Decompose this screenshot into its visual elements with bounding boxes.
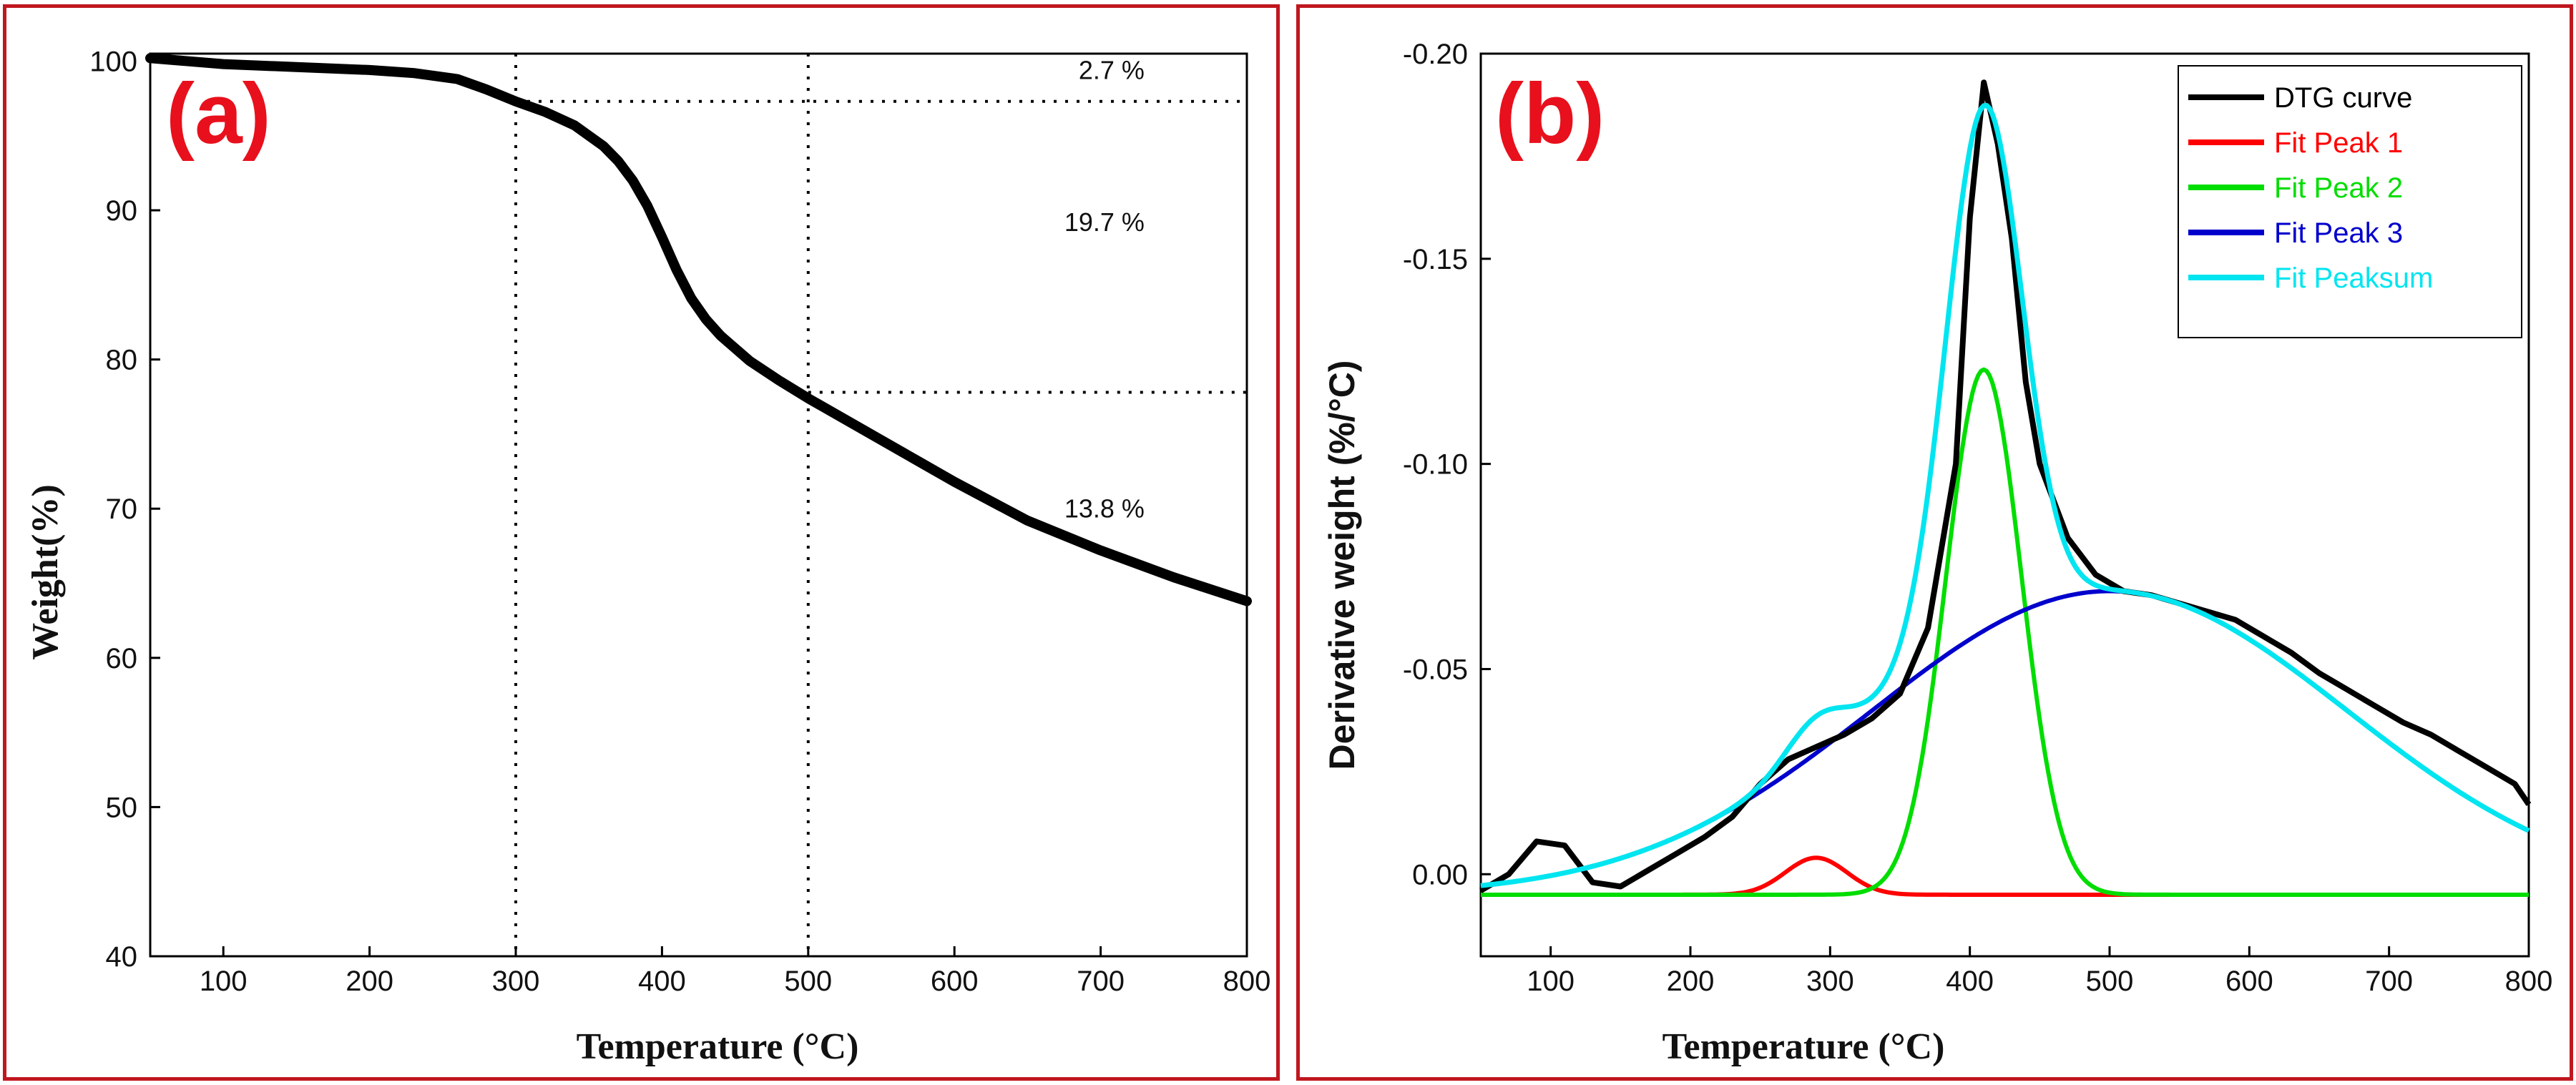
- panel-b-x-tick-label: 800: [2505, 966, 2553, 997]
- panel-a-y-tick-label: 80: [106, 345, 138, 376]
- panel-b-fit-peak-curve: [1480, 589, 2530, 888]
- panel-a-x-tick-label: 100: [200, 966, 248, 997]
- panel-a-x-tick-label: 800: [1223, 966, 1271, 997]
- panel-a-x-tick-label: 200: [346, 966, 393, 997]
- panel-b-y-tick-label: -0.05: [1403, 654, 1468, 685]
- panel-b-y-tick-label: -0.15: [1403, 244, 1468, 275]
- panel-b-x-tick-label: 700: [2365, 966, 2413, 997]
- panel-a-plot-border: [149, 52, 1248, 958]
- panel-a-annotation: 2.7 %: [1079, 55, 1145, 84]
- panel-b-legend-label: Fit Peak 1: [2274, 127, 2403, 159]
- panel-a-annotation: 13.8 %: [1064, 494, 1145, 524]
- panel-a-y-tick-label: 50: [106, 792, 138, 823]
- panel-b-legend-label: Fit Peaksum: [2274, 262, 2433, 294]
- panel-b-x-tick-label: 200: [1667, 966, 1715, 997]
- panel-a-y-tick-label: 100: [89, 46, 137, 77]
- panel-b-x-tick-label: 300: [1806, 966, 1854, 997]
- panel-b-x-tick-label: 600: [2225, 966, 2273, 997]
- panel-b-y-axis-title: Derivative weight (%/°C): [1322, 360, 1362, 770]
- panel-a-frame: [3, 4, 1280, 1081]
- panel-b-legend-box: [2178, 65, 2522, 338]
- panel-b-label: (b): [1495, 66, 1605, 162]
- panel-b-x-axis-title: Temperature (°C): [1662, 1026, 1945, 1067]
- panel-a-y-tick-label: 40: [106, 941, 138, 973]
- panel-b-y-tick-label: -0.10: [1403, 449, 1468, 481]
- panel-a-x-tick-label: 500: [784, 966, 832, 997]
- panel-b-fit-peak-curve: [1481, 367, 2529, 897]
- panel-a-x-tick-label: 400: [638, 966, 686, 997]
- panel-b-legend-label: Fit Peak 2: [2274, 172, 2403, 204]
- panel-b-legend-label: Fit Peak 3: [2274, 217, 2403, 249]
- panel-a-tga-curve: [145, 53, 1252, 607]
- panel-b-frame: [1296, 4, 2573, 1081]
- panel-b-fit-peaksum-curve: [1480, 102, 2530, 888]
- panel-b-y-tick-label: -0.20: [1403, 39, 1468, 70]
- panel-a-label: (a): [166, 66, 271, 162]
- panel-a-annotation: 19.7 %: [1064, 207, 1145, 237]
- chart-marks-layer: 100 200 300 400 500 600 700 800 40 50 60 70 80 90 100 2…: [89, 39, 2552, 997]
- panel-a-x-tick-label: 600: [931, 966, 979, 997]
- panel-b-dtg-curve: [1479, 79, 2532, 893]
- panel-b-plot-border: [1479, 52, 2530, 958]
- panel-a-x-tick-label: 700: [1077, 966, 1125, 997]
- panel-b-x-tick-label: 100: [1527, 966, 1575, 997]
- panel-a-x-axis-title: Temperature (°C): [577, 1026, 859, 1067]
- panel-a-y-tick-label: 90: [106, 195, 138, 227]
- panel-a-x-tick-label: 300: [492, 966, 540, 997]
- panel-b-legend-label: DTG curve: [2274, 82, 2412, 114]
- panel-b-y-tick-label: 0.00: [1412, 859, 1468, 890]
- panel-b-x-tick-label: 500: [2086, 966, 2134, 997]
- panel-a-y-axis-title: Weight(%): [25, 484, 66, 660]
- panel-a-y-tick-label: 60: [106, 643, 138, 674]
- panel-a-y-tick-label: 70: [106, 494, 138, 525]
- panel-b-x-tick-label: 400: [1946, 966, 1994, 997]
